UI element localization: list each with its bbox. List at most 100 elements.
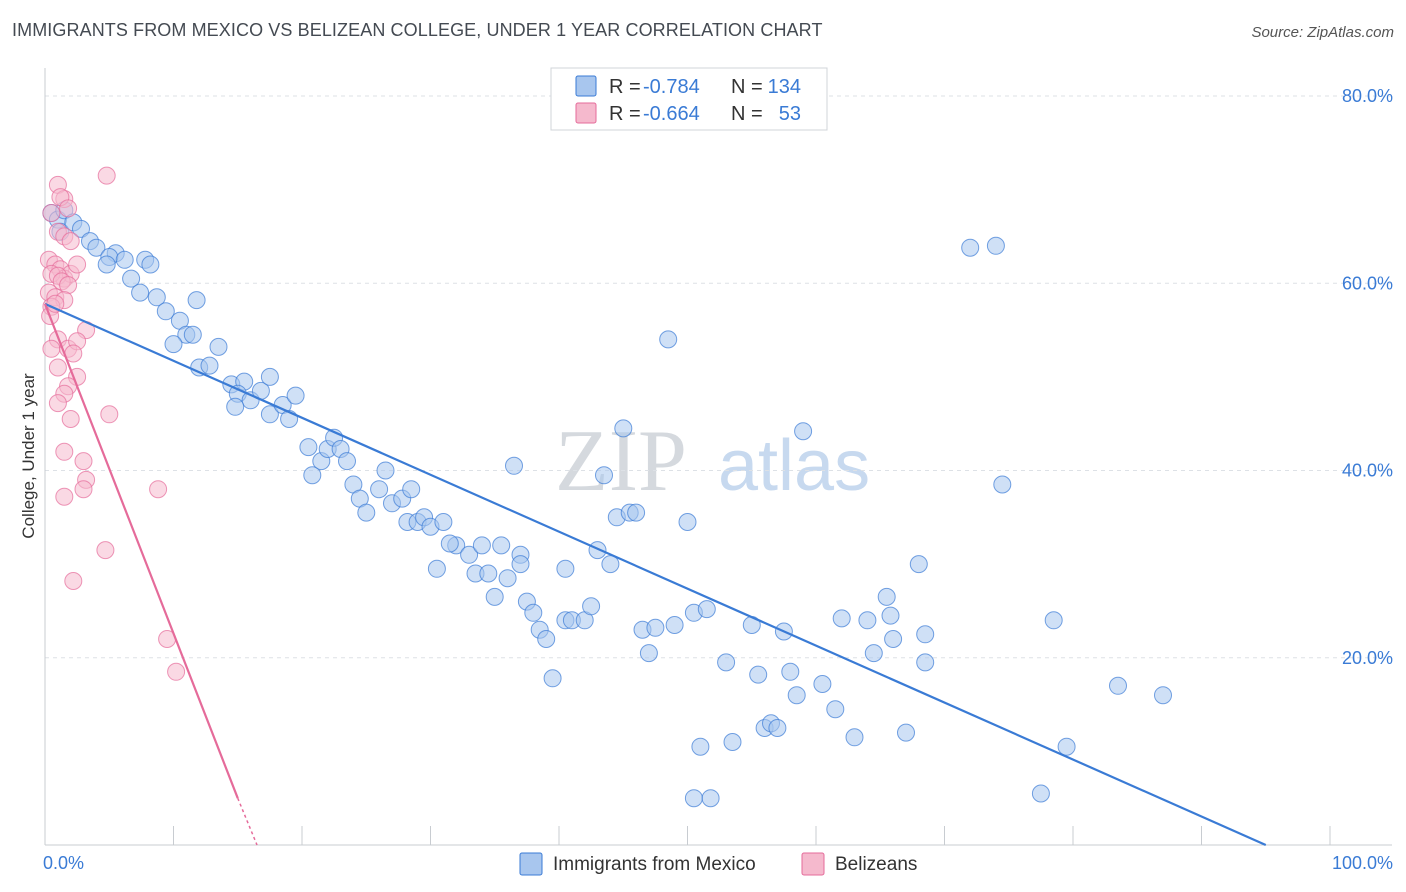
mexico-point-21	[183, 325, 202, 344]
mexico-point-90	[659, 330, 678, 349]
legend-r-value-1: -0.784	[643, 76, 700, 98]
source-attribution: Source: ZipAtlas.com	[1251, 24, 1394, 41]
belizean-point-1	[97, 166, 116, 185]
mexico-point-37	[299, 438, 318, 457]
mexico-point-59	[460, 545, 479, 564]
belizean-point-4	[59, 199, 78, 218]
legend-swatch-blue	[575, 75, 597, 97]
mexico-point-66	[498, 569, 517, 588]
legend-swatch-pink	[575, 102, 597, 124]
legend-r-label-2: R =	[609, 103, 641, 125]
y-axis-label: College, Under 1 year	[19, 373, 38, 539]
y-tick-label-0: 80.0%	[1342, 86, 1393, 106]
mexico-point-15	[131, 283, 150, 302]
bottom-legend-label-mexico: Immigrants from Mexico	[553, 854, 756, 875]
mexico-point-36	[286, 386, 305, 405]
mexico-point-12	[141, 255, 160, 274]
mexico-point-116	[884, 630, 903, 648]
mexico-point-112	[845, 728, 864, 747]
belizean-point-5	[42, 204, 61, 222]
legend-n-value-1: 134	[768, 76, 801, 98]
mexico-point-17	[156, 302, 175, 321]
belizean-point-8	[61, 232, 80, 251]
mexico-point-109	[813, 675, 832, 693]
y-tick-label-2: 40.0%	[1342, 461, 1393, 481]
mexico-point-80	[588, 541, 607, 560]
mexico-point-126	[1031, 784, 1050, 803]
mexico-point-47	[370, 480, 389, 499]
x-ticks	[173, 826, 1331, 845]
belizean-point-42	[55, 487, 74, 506]
belizean-point-24	[46, 294, 65, 313]
mexico-point-56	[434, 513, 453, 531]
legend-n-label-2: N =	[731, 103, 763, 125]
belizean-trend-line-extension	[237, 797, 258, 846]
mexico-point-73	[511, 555, 530, 574]
belizean-point-27	[42, 339, 61, 358]
mexico-point-115	[877, 587, 896, 606]
mexico-point-10	[115, 250, 134, 269]
bottom-legend: Immigrants from Mexico Belizeans	[519, 852, 917, 876]
mexico-point-117	[881, 606, 900, 625]
belizean-point-36	[61, 410, 80, 428]
mexico-point-123	[993, 475, 1012, 494]
mexico-point-72	[505, 456, 523, 475]
mexico-point-64	[472, 536, 491, 555]
legend-r-value-2: -0.664	[643, 103, 700, 125]
mexico-point-5	[72, 219, 90, 238]
mexico-point-79	[582, 597, 601, 616]
mexico-point-48	[376, 461, 395, 480]
series-belizeans	[39, 166, 186, 681]
mexico-point-98	[717, 653, 736, 672]
mexico-point-127	[1057, 737, 1076, 756]
belizean-point-18	[59, 276, 78, 295]
belizean-point-31	[48, 358, 67, 377]
mexico-point-114	[858, 611, 877, 630]
trend-lines	[43, 302, 1267, 847]
mexico-point-32	[226, 397, 245, 416]
mexico-point-99	[723, 733, 742, 751]
mexico-point-33	[260, 405, 279, 424]
mexico-point-31	[260, 367, 279, 386]
mexico-point-91	[665, 616, 684, 634]
mexico-point-106	[787, 686, 806, 705]
mexico-point-113	[864, 644, 883, 663]
legend: R = -0.784 N = 134 R = -0.664 N = 53	[550, 67, 828, 131]
mexico-point-71	[537, 630, 556, 648]
chart-title: IMMIGRANTS FROM MEXICO VS BELIZEAN COLLE…	[12, 20, 823, 40]
mexico-point-25	[200, 356, 219, 375]
mexico-point-43	[338, 452, 356, 471]
mexico-point-7	[87, 238, 106, 257]
axes	[44, 68, 1392, 846]
belizean-trend-line	[43, 303, 239, 799]
belizean-point-14	[68, 255, 87, 274]
mexico-point-81	[595, 466, 613, 485]
bottom-legend-label-belizeans: Belizeans	[835, 854, 917, 875]
mexico-point-62	[479, 564, 498, 583]
mexico-point-120	[916, 653, 935, 672]
mexico-point-57	[427, 559, 446, 578]
mexico-point-94	[691, 737, 710, 756]
bottom-legend-swatch-blue	[519, 852, 543, 876]
mexico-point-95	[697, 600, 716, 619]
mexico-point-118	[897, 723, 915, 742]
belizean-point-44	[96, 541, 115, 560]
mexico-point-88	[639, 644, 658, 663]
mexico-point-51	[402, 480, 421, 499]
belizean-point-43	[149, 480, 168, 499]
belizean-point-41	[74, 480, 93, 499]
mexico-point-22	[164, 335, 183, 354]
mexico-point-129	[1154, 686, 1172, 705]
mexico-point-121	[916, 625, 935, 644]
mexico-point-111	[832, 609, 851, 628]
mexico-point-104	[768, 719, 787, 737]
watermark-atlas: atlas	[718, 426, 870, 506]
mexico-point-65	[492, 536, 511, 555]
mexico-point-107	[781, 662, 800, 681]
belizean-point-45	[64, 572, 83, 590]
belizean-point-37	[100, 405, 119, 424]
mexico-point-46	[357, 503, 376, 522]
y-tick-label-1: 60.0%	[1342, 273, 1393, 293]
mexico-point-14	[122, 269, 141, 288]
